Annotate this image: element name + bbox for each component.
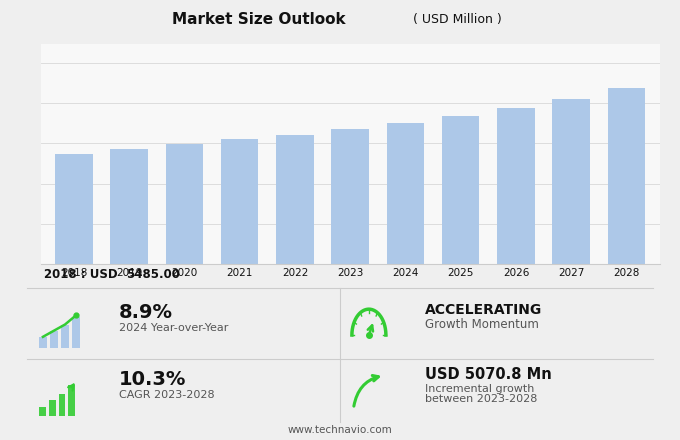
Bar xyxy=(61,325,69,348)
Bar xyxy=(72,317,80,348)
Bar xyxy=(608,88,645,264)
Text: CAGR 2023-2028: CAGR 2023-2028 xyxy=(119,390,215,400)
Text: 2024 Year-over-Year: 2024 Year-over-Year xyxy=(119,323,228,333)
Bar xyxy=(50,331,58,348)
Bar xyxy=(221,139,258,264)
Bar xyxy=(552,99,590,264)
Bar xyxy=(497,107,534,264)
Text: 10.3%: 10.3% xyxy=(119,370,186,389)
Text: 5485.00: 5485.00 xyxy=(126,268,180,282)
FancyBboxPatch shape xyxy=(39,407,46,416)
Text: between 2023-2028: between 2023-2028 xyxy=(425,394,537,404)
FancyBboxPatch shape xyxy=(68,385,75,416)
Text: Incremental growth: Incremental growth xyxy=(425,385,534,394)
Text: Growth Momentum: Growth Momentum xyxy=(425,318,539,331)
FancyBboxPatch shape xyxy=(58,394,65,416)
Bar xyxy=(166,144,203,264)
Bar xyxy=(55,154,92,264)
Text: ( USD Million ): ( USD Million ) xyxy=(405,13,501,26)
Text: 2018 : USD: 2018 : USD xyxy=(44,268,118,282)
Text: ACCELERATING: ACCELERATING xyxy=(425,303,542,317)
Bar xyxy=(39,337,47,348)
Text: USD 5070.8 Mn: USD 5070.8 Mn xyxy=(425,367,551,382)
Bar xyxy=(110,149,148,264)
Text: 8.9%: 8.9% xyxy=(119,303,173,322)
Text: www.technavio.com: www.technavio.com xyxy=(288,425,392,435)
Text: Market Size Outlook: Market Size Outlook xyxy=(171,12,345,27)
Bar xyxy=(442,116,479,264)
FancyBboxPatch shape xyxy=(49,400,56,416)
Bar xyxy=(276,135,313,264)
Bar xyxy=(331,129,369,264)
Bar xyxy=(387,123,424,264)
